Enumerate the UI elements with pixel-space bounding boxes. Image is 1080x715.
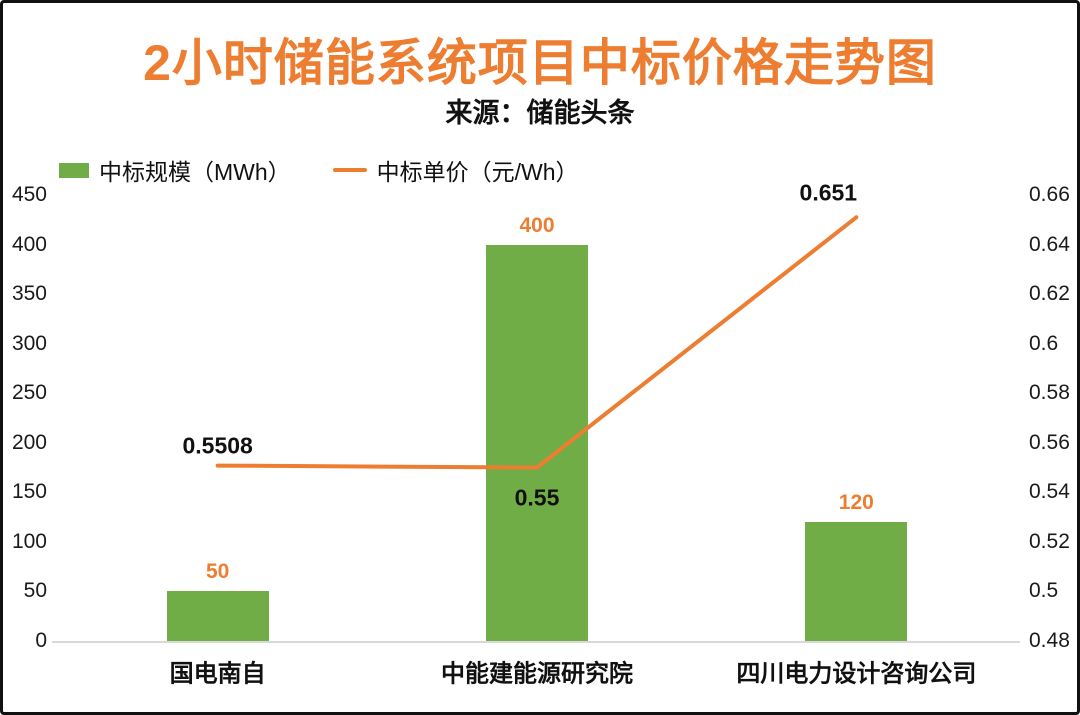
- right-axis-tick-label: 0.58: [1029, 381, 1070, 405]
- bar-1: [166, 591, 269, 641]
- bar-value-label: 120: [838, 491, 874, 515]
- category-label: 国电南自: [169, 660, 266, 688]
- line-series-swatch-icon: [332, 168, 367, 172]
- right-axis-tick-label: 0.5: [1029, 579, 1059, 603]
- line-value-label: 0.651: [799, 179, 858, 206]
- chart-title: 2小时储能系统项目中标价格走势图: [143, 35, 937, 91]
- right-axis-tick-label: 0.6: [1029, 331, 1059, 355]
- plot-area: 0 50 100 150 200 250 300 350 400 450 0.48 0.5 0.52 0.…: [3, 3, 1077, 712]
- bar-series-swatch-icon: [59, 162, 89, 178]
- left-axis-tick-label: 0: [35, 629, 47, 652]
- left-axis-tick-label: 300: [11, 331, 47, 355]
- bar-2: [486, 244, 588, 641]
- legend-label-line-series: 中标单价（元/Wh）: [376, 159, 579, 185]
- bar-value-label: 400: [519, 213, 555, 237]
- line-value-label: 0.5508: [182, 432, 253, 459]
- legend-item-line-series: 中标单价（元/Wh）: [332, 153, 579, 187]
- bar-3: [805, 522, 908, 641]
- left-axis-tick-label: 200: [11, 430, 47, 454]
- right-axis-tick-label: 0.52: [1029, 529, 1070, 553]
- chart-source: 来源：储能头条: [445, 98, 635, 128]
- right-axis-tick-label: 0.62: [1029, 282, 1070, 306]
- left-axis-tick-label: 150: [11, 480, 47, 504]
- left-axis-tick-label: 50: [23, 579, 47, 603]
- left-axis-tick-label: 350: [11, 282, 47, 306]
- right-axis-tick-label: 0.64: [1029, 232, 1070, 256]
- right-axis-tick-label: 0.48: [1029, 629, 1070, 652]
- bar-value-label: 50: [205, 560, 230, 584]
- category-label: 四川电力设计咨询公司: [736, 660, 977, 688]
- category-label: 中能建能源研究院: [441, 660, 633, 688]
- line-value-label: 0.55: [514, 484, 560, 511]
- right-axis-tick-label: 0.56: [1029, 430, 1070, 454]
- left-axis-tick-label: 450: [11, 183, 47, 206]
- legend-label-bar-series: 中标规模（MWh）: [99, 159, 291, 185]
- left-axis-tick-label: 100: [11, 529, 47, 553]
- legend: 中标规模（MWh） 中标单价（元/Wh）: [59, 153, 579, 187]
- x-axis-line: [52, 641, 1020, 643]
- right-axis-tick-label: 0.54: [1029, 480, 1070, 504]
- legend-item-bar-series: 中标规模（MWh）: [59, 153, 291, 187]
- left-axis-tick-label: 400: [11, 232, 47, 256]
- right-axis-tick-label: 0.66: [1029, 183, 1070, 206]
- left-axis-tick-label: 250: [11, 381, 47, 405]
